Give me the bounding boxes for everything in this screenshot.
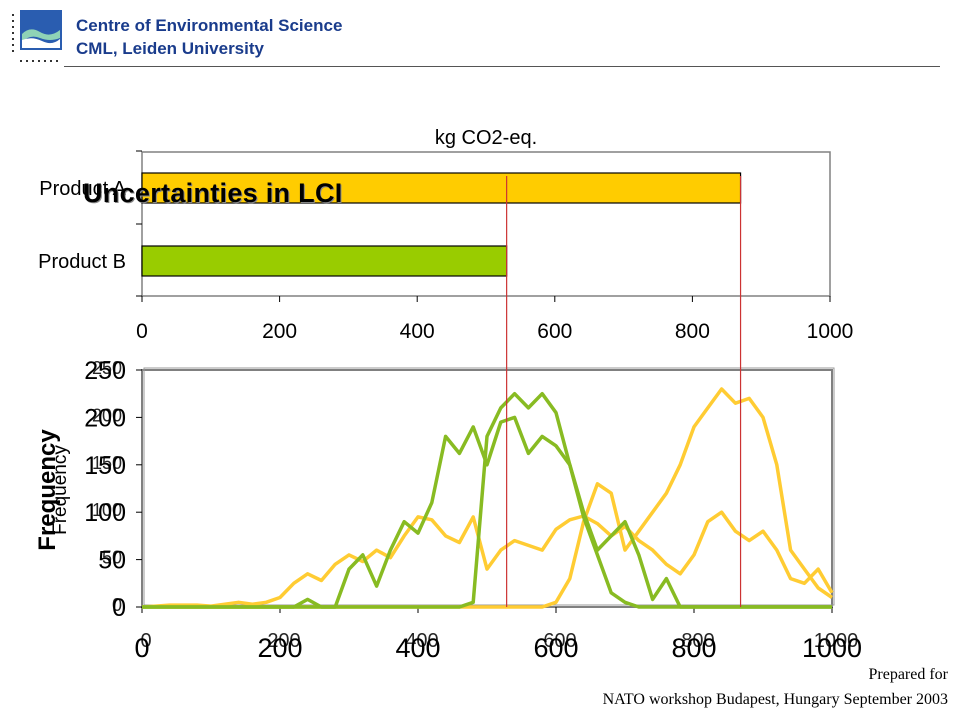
line-x-tick-label: 600 xyxy=(533,633,578,663)
line-y-tick-label: 250 xyxy=(84,357,126,385)
line-y-tick-label: 150 xyxy=(84,452,126,480)
line-y-axis-label: Frequency xyxy=(34,429,61,551)
reference-lines xyxy=(506,176,742,607)
bar-x-tick-label: 800 xyxy=(675,320,710,343)
header-divider xyxy=(64,66,940,67)
bar-product-b xyxy=(141,245,508,277)
bar-chart-title: kg CO2-eq. xyxy=(435,127,537,149)
bar-x-tick-label: 600 xyxy=(537,320,572,343)
line-y-tick-label-overlay: 200 xyxy=(92,405,122,425)
line-y-tick-label-overlay: 0 xyxy=(112,595,122,615)
footer-line-1: Prepared for xyxy=(868,666,948,683)
line-x-tick-label: 400 xyxy=(395,633,440,663)
line-y-tick-label: 200 xyxy=(84,404,126,432)
line-y-tick-label-overlay: 100 xyxy=(92,500,122,520)
bar-x-tick-label: 200 xyxy=(262,320,297,343)
slide-header: Centre of Environmental Science CML, Lei… xyxy=(0,0,960,70)
line-y-tick-label-overlay: 50 xyxy=(102,548,122,568)
slide-title: Uncertainties in LCI xyxy=(83,178,343,208)
line-plot-area-shadow xyxy=(143,367,835,606)
line-x-tick-label-overlay: 200 xyxy=(267,630,300,652)
line-x-tick-label: 800 xyxy=(671,633,716,663)
frequency-series-1 xyxy=(141,510,834,609)
line-y-tick-label: 0 xyxy=(112,594,126,622)
line-y-tick-label: 100 xyxy=(84,499,126,527)
line-x-tick-label-overlay: 800 xyxy=(681,630,714,652)
line-x-tick-label-overlay: 1000 xyxy=(814,630,859,652)
line-y-tick-label-overlay: 250 xyxy=(92,358,122,378)
line-plot-area xyxy=(141,369,833,608)
bar-chart: kg CO2-eq. Product A Product B 0 200 400 600 80… xyxy=(38,127,853,343)
line-y-tick-label-overlay: 150 xyxy=(92,453,122,473)
bar-category-label: Product B xyxy=(38,251,126,273)
cml-logo-icon xyxy=(12,10,62,62)
line-x-tick-label: 200 xyxy=(257,633,302,663)
org-line-1: Centre of Environmental Science xyxy=(76,16,343,35)
line-x-tick-label-overlay: 0 xyxy=(140,630,151,652)
line-x-tick-label: 0 xyxy=(134,633,149,663)
bar-x-tick-label: 400 xyxy=(400,320,435,343)
line-y-axis-label-overlay: Frequency xyxy=(50,445,71,535)
line-x-tick-label-overlay: 600 xyxy=(543,630,576,652)
line-x-tick-label: 1000 xyxy=(802,633,862,663)
organization-name: Centre of Environmental Science CML, Lei… xyxy=(76,14,342,60)
org-line-2: CML, Leiden University xyxy=(76,39,264,58)
frequency-series-4 xyxy=(142,391,832,609)
line-y-tick-label: 50 xyxy=(98,547,126,575)
bar-category-label: Product A xyxy=(39,178,126,200)
bar-x-tick-label: 0 xyxy=(136,320,148,343)
bar-x-tick-label: 1000 xyxy=(807,320,854,343)
line-x-tick-label-overlay: 400 xyxy=(405,630,438,652)
footer-line-2: NATO workshop Budapest, Hungary Septembe… xyxy=(602,691,948,708)
